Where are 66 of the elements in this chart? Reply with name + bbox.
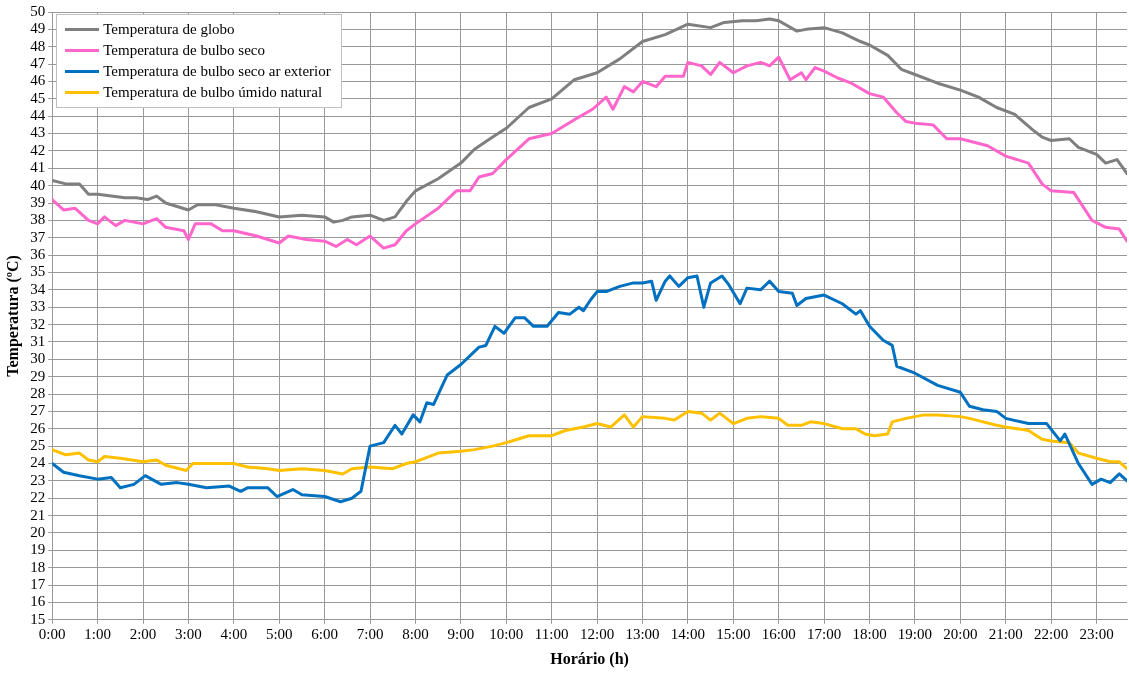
y-tick-label: 20 <box>30 523 46 540</box>
x-tick-label: 14:00 <box>670 625 705 642</box>
y-tick-label: 36 <box>30 246 46 263</box>
y-axis-title: Temperatura (ºC) <box>3 255 22 377</box>
y-tick-label: 41 <box>30 159 46 176</box>
legend-label: Temperatura de globo <box>103 20 235 39</box>
x-tick-label: 20:00 <box>943 625 978 642</box>
y-tick-label: 17 <box>30 576 46 593</box>
x-tick-label: 6:00 <box>311 625 338 642</box>
x-axis-title: Horário (h) <box>550 649 629 668</box>
y-tick-label: 47 <box>30 55 46 72</box>
legend-label: Temperatura de bulbo seco ar exterior <box>103 62 331 81</box>
y-tick-label: 38 <box>30 211 46 228</box>
x-tick-label: 23:00 <box>1079 625 1114 642</box>
y-tick-label: 48 <box>30 37 46 54</box>
y-tick-label: 50 <box>30 2 46 19</box>
y-tick-label: 21 <box>30 506 46 523</box>
y-tick-label: 32 <box>30 315 46 332</box>
legend-label: Temperatura de bulbo seco <box>103 41 265 60</box>
x-tick-label: 2:00 <box>129 625 157 642</box>
y-tick-label: 37 <box>30 228 46 245</box>
x-tick-label: 9:00 <box>447 625 475 642</box>
x-tick-label: 21:00 <box>988 625 1023 642</box>
x-tick-label: 16:00 <box>761 625 796 642</box>
y-tick-label: 26 <box>30 419 46 436</box>
y-tick-label: 31 <box>30 332 46 349</box>
x-tick-label: 7:00 <box>356 625 384 642</box>
x-tick-label: 22:00 <box>1034 625 1069 642</box>
x-tick-label: 17:00 <box>807 625 842 642</box>
y-tick-label: 22 <box>30 489 46 506</box>
y-tick-label: 15 <box>30 610 46 627</box>
y-tick-label: 42 <box>30 141 46 158</box>
y-tick-label: 16 <box>30 593 46 610</box>
y-tick-label: 45 <box>30 89 46 106</box>
y-tick-label: 33 <box>30 298 46 315</box>
y-tick-label: 46 <box>30 72 46 89</box>
y-tick-label: 35 <box>30 263 46 280</box>
y-tick-label: 25 <box>30 437 46 454</box>
x-tick-label: 4:00 <box>220 625 248 642</box>
x-tick-label: 1:00 <box>84 625 111 642</box>
y-tick-label: 24 <box>30 454 46 471</box>
x-tick-label: 3:00 <box>175 625 202 642</box>
y-tick-label: 30 <box>30 350 46 367</box>
y-tick-label: 28 <box>30 384 46 401</box>
x-tick-label: 15:00 <box>716 625 751 642</box>
y-tick-label: 27 <box>30 402 46 419</box>
x-tick-label: 5:00 <box>265 625 293 642</box>
y-tick-label: 19 <box>30 541 46 558</box>
x-tick-label: 19:00 <box>897 625 933 642</box>
y-tick-label: 44 <box>30 107 46 124</box>
y-tick-label: 40 <box>30 176 46 193</box>
y-tick-label: 23 <box>30 471 46 488</box>
x-tick-label: 18:00 <box>852 625 887 642</box>
x-tick-label: 13:00 <box>625 625 660 642</box>
y-tick-label: 34 <box>30 280 46 297</box>
x-tick-label: 0:00 <box>38 625 66 642</box>
y-tick-label: 18 <box>30 558 46 575</box>
x-tick-label: 11:00 <box>534 625 569 642</box>
x-tick-label: 12:00 <box>580 625 615 642</box>
legend-label: Temperatura de bulbo úmido natural <box>103 83 323 102</box>
y-tick-label: 39 <box>30 193 46 210</box>
y-tick-label: 43 <box>30 124 46 141</box>
x-tick-label: 8:00 <box>402 625 429 642</box>
y-tick-label: 49 <box>30 20 46 37</box>
x-tick-label: 10:00 <box>489 625 524 642</box>
y-tick-label: 29 <box>30 367 46 384</box>
